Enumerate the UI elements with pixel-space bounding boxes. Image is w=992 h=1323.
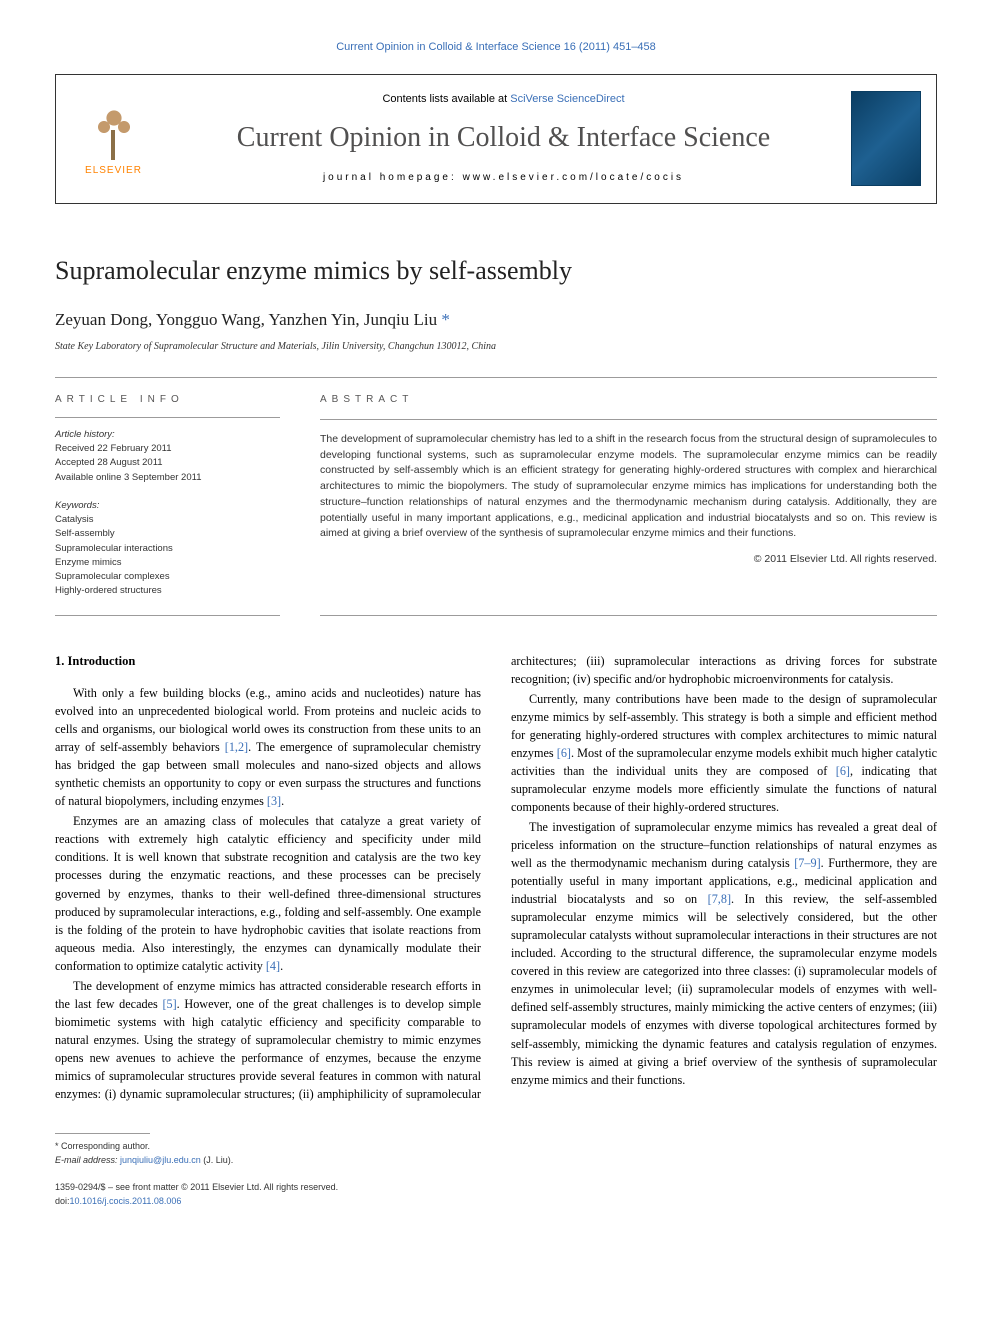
citation-link[interactable]: [6] <box>836 764 850 778</box>
doi-prefix: doi: <box>55 1196 70 1206</box>
contents-line: Contents lists available at SciVerse Sci… <box>382 92 624 108</box>
history-label: Article history: <box>55 428 280 442</box>
elsevier-logo[interactable]: ELSEVIER <box>79 94 149 184</box>
keyword: Supramolecular complexes <box>55 570 280 584</box>
article-title: Supramolecular enzyme mimics by self-ass… <box>55 252 937 290</box>
accepted-date: Accepted 28 August 2011 <box>55 456 280 470</box>
keywords-label: Keywords: <box>55 499 280 513</box>
citation-link[interactable]: [7–9] <box>794 856 820 870</box>
keyword: Enzyme mimics <box>55 556 280 570</box>
paragraph: The investigation of supramolecular enzy… <box>511 818 937 1089</box>
citation-link[interactable]: [5] <box>162 997 176 1011</box>
journal-name: Current Opinion in Colloid & Interface S… <box>237 118 770 159</box>
paragraph: Currently, many contributions have been … <box>511 690 937 816</box>
authors-line: Zeyuan Dong, Yongguo Wang, Yanzhen Yin, … <box>55 308 937 333</box>
abstract-copyright: © 2011 Elsevier Ltd. All rights reserved… <box>320 552 937 568</box>
abstract-rule <box>320 419 937 420</box>
article-info-heading: ARTICLE INFO <box>55 392 280 407</box>
body-columns: 1. Introduction With only a few building… <box>55 652 937 1104</box>
elsevier-tree-icon <box>89 100 139 160</box>
email-suffix: (J. Liu). <box>201 1155 234 1165</box>
corresponding-mark[interactable]: * <box>441 310 450 329</box>
citation-link[interactable]: [7,8] <box>708 892 731 906</box>
publisher-logo-area: ELSEVIER <box>56 75 171 203</box>
banner-center: Contents lists available at SciVerse Sci… <box>171 75 836 203</box>
citation-link[interactable]: [6] <box>557 746 571 760</box>
citation-link[interactable]: [3] <box>267 794 281 808</box>
front-matter-line: 1359-0294/$ – see front matter © 2011 El… <box>55 1181 937 1195</box>
received-date: Received 22 February 2011 <box>55 442 280 456</box>
authors-names: Zeyuan Dong, Yongguo Wang, Yanzhen Yin, … <box>55 310 441 329</box>
abstract-text: The development of supramolecular chemis… <box>320 432 937 542</box>
affiliation: State Key Laboratory of Supramolecular S… <box>55 340 937 355</box>
footnote-rule <box>55 1133 150 1134</box>
sciencedirect-link[interactable]: SciVerse ScienceDirect <box>510 93 624 105</box>
meta-block: ARTICLE INFO Article history: Received 2… <box>55 392 937 599</box>
doi-link[interactable]: 10.1016/j.cocis.2011.08.006 <box>70 1196 182 1206</box>
rule-bottom-right <box>320 615 937 616</box>
info-rule <box>55 417 280 418</box>
journal-cover-icon[interactable] <box>851 91 921 186</box>
article-info: ARTICLE INFO Article history: Received 2… <box>55 392 280 599</box>
footnotes: * Corresponding author. E-mail address: … <box>55 1140 937 1167</box>
section-heading: 1. Introduction <box>55 652 481 671</box>
rule-bottom-left <box>55 615 280 616</box>
paragraph: Enzymes are an amazing class of molecule… <box>55 812 481 974</box>
homepage-url[interactable]: www.elsevier.com/locate/cocis <box>463 172 685 183</box>
paragraph: With only a few building blocks (e.g., a… <box>55 684 481 810</box>
keyword: Catalysis <box>55 513 280 527</box>
corresponding-author-note: * Corresponding author. <box>55 1140 937 1154</box>
homepage-line: journal homepage: www.elsevier.com/locat… <box>323 171 684 186</box>
online-date: Available online 3 September 2011 <box>55 471 280 485</box>
rule-top <box>55 377 937 378</box>
journal-cover-area <box>836 75 936 203</box>
contents-prefix: Contents lists available at <box>382 93 510 105</box>
top-citation[interactable]: Current Opinion in Colloid & Interface S… <box>55 40 937 56</box>
journal-banner: ELSEVIER Contents lists available at Sci… <box>55 74 937 204</box>
doi-line: doi:10.1016/j.cocis.2011.08.006 <box>55 1195 937 1209</box>
abstract-heading: ABSTRACT <box>320 392 937 407</box>
keyword: Supramolecular interactions <box>55 542 280 556</box>
email-link[interactable]: junqiuliu@jlu.edu.cn <box>120 1155 201 1165</box>
abstract-block: ABSTRACT The development of supramolecul… <box>320 392 937 599</box>
email-line: E-mail address: junqiuliu@jlu.edu.cn (J.… <box>55 1154 937 1168</box>
publisher-name: ELSEVIER <box>85 164 142 179</box>
homepage-prefix: journal homepage: <box>323 172 463 183</box>
email-label: E-mail address: <box>55 1155 120 1165</box>
keyword: Self-assembly <box>55 527 280 541</box>
citation-link[interactable]: [1,2] <box>225 740 248 754</box>
keyword: Highly-ordered structures <box>55 584 280 598</box>
doi-block: 1359-0294/$ – see front matter © 2011 El… <box>55 1181 937 1208</box>
citation-link[interactable]: [4] <box>266 959 280 973</box>
